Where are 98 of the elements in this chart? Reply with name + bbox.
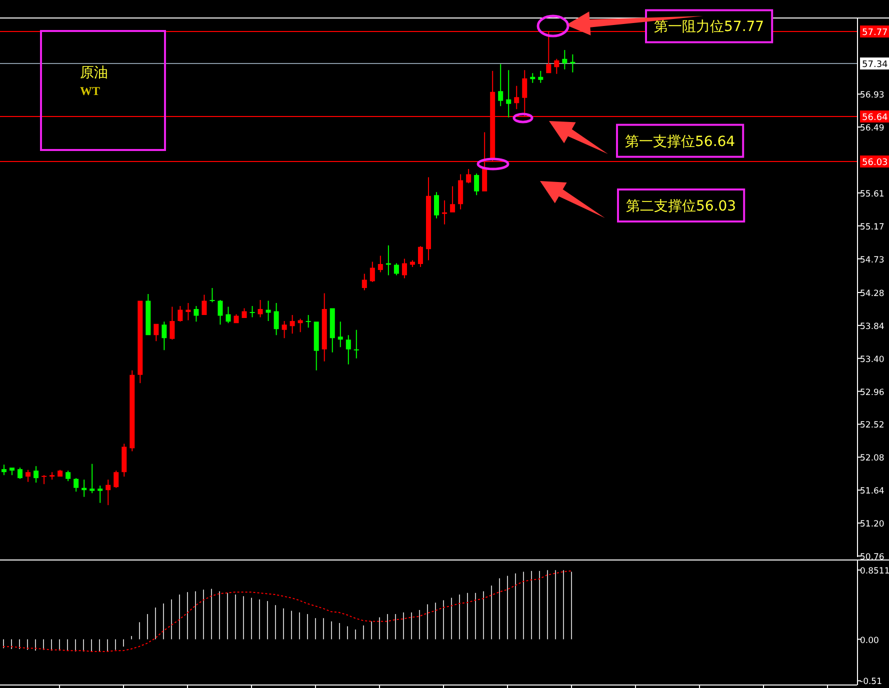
candlestick — [114, 470, 119, 488]
y-tick-label: 50.76 — [860, 552, 884, 562]
y-tick-label: -0.51 — [860, 677, 882, 688]
ref-line-label: 56.64 — [862, 113, 888, 123]
y-tick-label: 52.96 — [860, 388, 884, 398]
y-tick-label: 0.00 — [860, 636, 879, 646]
candlestick — [234, 314, 239, 324]
candlestick — [434, 192, 440, 218]
ref-line-label: 57.34 — [862, 60, 888, 70]
candlestick — [130, 370, 135, 452]
ref-line-label: 57.77 — [862, 28, 888, 38]
candlestick — [50, 472, 55, 480]
candlestick — [394, 263, 399, 276]
y-tick-label: 56.49 — [860, 124, 884, 134]
candlestick — [554, 58, 560, 74]
candlestick — [378, 256, 383, 272]
candlestick — [162, 322, 167, 350]
candlestick — [98, 486, 103, 503]
candlestick — [322, 293, 327, 362]
candlestick — [282, 320, 287, 338]
candlestick — [66, 470, 71, 482]
candlestick — [346, 335, 351, 364]
candlestick — [290, 314, 295, 334]
candlestick — [18, 468, 23, 479]
candlestick — [2, 464, 7, 476]
candlestick — [506, 70, 512, 118]
candlestick — [354, 330, 359, 358]
candlestick — [154, 324, 159, 342]
text: WT — [80, 84, 100, 98]
candlestick — [514, 86, 520, 110]
candlestick — [474, 173, 480, 196]
candlestick — [298, 318, 303, 332]
candlestick — [562, 50, 568, 70]
candlestick — [530, 73, 536, 83]
candlestick — [170, 306, 175, 340]
candlestick — [82, 480, 87, 497]
candlestick — [306, 314, 311, 328]
candlestick — [58, 470, 63, 477]
candlestick — [42, 475, 47, 484]
candlestick — [466, 168, 472, 184]
candlestick — [202, 294, 207, 315]
candlestick — [314, 322, 319, 370]
annotation: 第一支撑位56.64 — [625, 134, 736, 150]
candlestick — [226, 306, 231, 324]
candlestick — [362, 274, 367, 290]
candlestick — [26, 470, 31, 482]
annotation: 第一阻力位57.77 — [654, 19, 764, 36]
annotation: 第一支撑位56.64 — [616, 124, 744, 158]
y-tick-label: 51.64 — [860, 486, 884, 497]
y-tick-label: 55.61 — [860, 189, 884, 200]
candlestick — [570, 54, 576, 72]
candlestick — [194, 306, 199, 322]
y-tick-label: 52.52 — [860, 420, 884, 431]
y-tick-label: 54.73 — [860, 255, 884, 266]
candlestick — [450, 186, 456, 212]
candlestick — [106, 480, 111, 506]
y-tick-label: 56.93 — [860, 90, 884, 101]
text: 原油 — [80, 65, 108, 81]
candlestick — [258, 300, 263, 318]
line-series — [2, 570, 572, 652]
candlestick — [418, 246, 423, 268]
candlestick — [90, 464, 95, 494]
annotation: 第二支撑位56.03 — [626, 198, 736, 214]
y-tick-label: 54.28 — [860, 288, 884, 299]
candlestick — [458, 174, 464, 210]
candlestick — [498, 64, 504, 106]
y-tick-label: 0.8511 — [860, 566, 889, 577]
candlestick — [370, 262, 375, 282]
annotation: 第二支撑位56.03 — [617, 188, 746, 222]
candlestick — [442, 200, 448, 224]
candlestick — [242, 308, 247, 318]
candlestick — [34, 466, 39, 483]
ref-line-label: 56.03 — [862, 158, 888, 168]
candlestick — [426, 177, 431, 260]
y-tick-label: 52.08 — [860, 454, 884, 464]
candlestick — [218, 300, 223, 325]
candlestick — [186, 302, 191, 320]
candlestick — [274, 302, 279, 336]
candlestick — [10, 468, 15, 476]
candlestick — [538, 70, 544, 83]
candlestick — [178, 306, 183, 322]
y-tick-label: 53.40 — [860, 354, 884, 365]
candlestick — [210, 288, 215, 302]
candlestick — [138, 300, 143, 384]
candlestick — [386, 245, 391, 276]
y-tick-label: 53.84 — [860, 322, 884, 332]
y-tick-label: 51.20 — [860, 520, 884, 530]
candlestick — [74, 478, 79, 492]
annotation: 第一阻力位57.77 — [645, 9, 774, 44]
candlestick — [338, 322, 343, 348]
candlestick — [122, 444, 127, 477]
y-tick-label: 55.17 — [860, 222, 884, 232]
candlestick — [266, 300, 271, 321]
candlestick — [330, 308, 335, 352]
candlestick — [402, 258, 407, 278]
candlestick — [250, 306, 255, 318]
candlestick — [146, 294, 151, 336]
candlestick — [410, 260, 415, 268]
